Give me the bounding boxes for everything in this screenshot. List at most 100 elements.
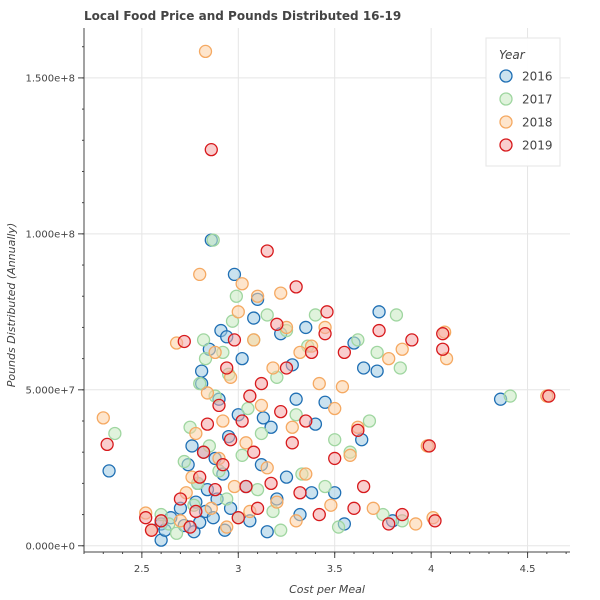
data-point — [173, 514, 188, 528]
data-point — [389, 308, 404, 322]
data-point — [241, 401, 255, 416]
chart-title: Local Food Price and Pounds Distributed … — [84, 9, 401, 23]
data-point — [318, 479, 332, 494]
data-point — [204, 501, 218, 515]
data-point — [196, 445, 211, 459]
data-point — [312, 507, 326, 522]
y-tick-label: 5.000e+7 — [25, 385, 75, 396]
data-point — [227, 333, 242, 347]
data-point — [254, 376, 269, 391]
data-point — [220, 361, 234, 375]
data-point — [198, 351, 213, 366]
data-point — [231, 511, 245, 525]
x-tick-label: 3 — [235, 564, 241, 575]
data-point — [189, 426, 203, 441]
data-point — [347, 501, 361, 515]
data-point — [196, 333, 211, 347]
data-point — [212, 398, 226, 413]
data-point — [100, 437, 114, 452]
data-point — [382, 351, 396, 366]
data-point — [254, 426, 269, 441]
data-point — [231, 305, 245, 319]
data-point — [376, 507, 390, 522]
data-point — [264, 476, 278, 491]
data-point — [204, 142, 218, 157]
data-point — [243, 389, 257, 403]
data-point — [422, 439, 436, 453]
x-tick-label: 4 — [428, 564, 434, 575]
data-point — [304, 486, 319, 500]
data-point — [235, 448, 249, 462]
data-point — [274, 523, 288, 537]
data-point — [409, 517, 423, 531]
data-point — [208, 482, 222, 497]
data-point — [254, 398, 269, 413]
data-point — [183, 520, 197, 534]
data-point — [542, 389, 556, 403]
data-point — [318, 395, 332, 409]
data-point — [328, 433, 342, 447]
data-point — [372, 323, 386, 338]
data-point — [289, 514, 303, 528]
legend-box — [485, 37, 561, 167]
data-point — [324, 498, 338, 512]
legend-marker — [499, 138, 513, 152]
data-point — [289, 392, 303, 406]
data-point — [185, 439, 199, 453]
data-point — [229, 289, 244, 303]
data-point — [293, 345, 307, 360]
x-tick-label: 3.5 — [327, 564, 343, 575]
data-point — [239, 479, 253, 494]
data-point — [328, 451, 342, 466]
data-point — [177, 454, 191, 469]
data-point — [362, 414, 377, 428]
data-point — [356, 479, 371, 494]
data-point — [235, 351, 249, 366]
data-point — [270, 317, 284, 331]
data-point — [285, 420, 299, 434]
data-point — [382, 517, 396, 531]
data-point — [139, 511, 153, 525]
data-point — [198, 44, 213, 59]
data-point — [289, 408, 303, 422]
data-point — [337, 345, 352, 360]
data-point — [320, 305, 334, 319]
data-point — [220, 492, 234, 506]
data-point — [279, 361, 294, 375]
legend-item-label: 2018 — [522, 116, 553, 130]
data-point — [428, 514, 442, 528]
data-point — [260, 244, 274, 258]
data-point — [328, 401, 342, 416]
legend-title: Year — [499, 48, 526, 62]
data-point — [503, 389, 517, 403]
data-point — [264, 420, 278, 434]
data-point — [293, 486, 307, 500]
data-point — [351, 333, 365, 347]
data-point — [266, 361, 280, 375]
data-point — [173, 492, 188, 506]
y-tick-label: 0.000e+0 — [25, 541, 75, 552]
data-point — [270, 495, 284, 509]
data-point — [206, 233, 220, 247]
legend-marker — [499, 69, 513, 83]
data-point — [318, 327, 332, 341]
y-axis-label: Pounds Distributed (Annually) — [5, 223, 18, 388]
data-point — [372, 305, 386, 319]
data-point — [395, 342, 409, 356]
data-point — [208, 345, 222, 360]
data-point — [308, 308, 323, 322]
legend-item-label: 2017 — [522, 93, 553, 107]
data-point — [366, 501, 380, 515]
data-point — [328, 486, 342, 500]
data-point — [260, 525, 274, 539]
data-point — [312, 376, 326, 391]
data-point — [193, 267, 207, 282]
data-point — [193, 470, 207, 484]
data-point — [405, 333, 419, 347]
data-point — [260, 308, 274, 322]
data-point — [436, 342, 450, 356]
data-point — [331, 520, 346, 534]
data-point — [250, 482, 265, 497]
legend-marker — [499, 92, 513, 106]
data-point — [285, 436, 299, 450]
